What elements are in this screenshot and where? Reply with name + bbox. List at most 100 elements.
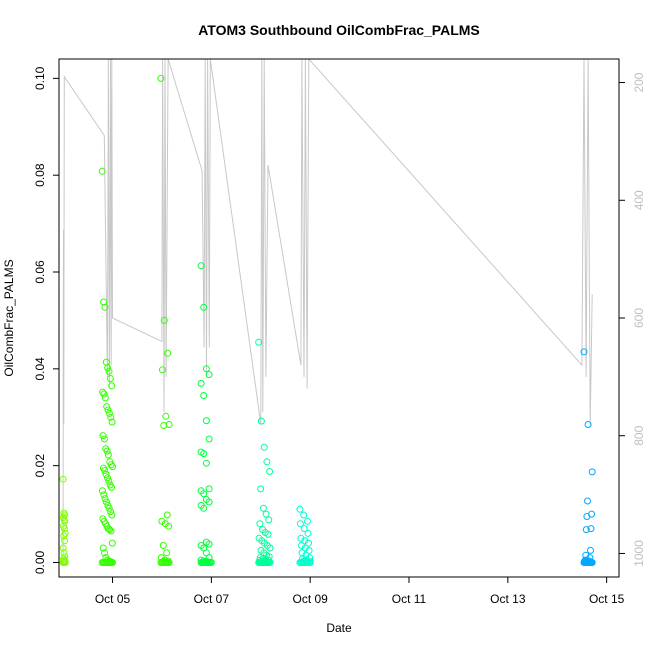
data-point <box>107 527 115 535</box>
data-point <box>61 517 69 525</box>
chart-title: ATOM3 Southbound OilCombFrac_PALMS <box>198 22 480 38</box>
data-point <box>205 498 213 506</box>
data-point <box>100 390 108 398</box>
data-point <box>163 549 171 557</box>
data-point <box>587 546 594 554</box>
data-point <box>200 450 208 458</box>
data-point <box>265 516 273 524</box>
data-point <box>304 517 311 525</box>
data-point <box>300 511 308 519</box>
data-point <box>104 451 112 459</box>
data-point <box>266 468 274 475</box>
data-point <box>262 510 270 518</box>
pressure-line <box>62 57 593 554</box>
data-point <box>202 459 210 467</box>
data-point <box>159 542 167 549</box>
y-tick-label: 0.04 <box>33 357 47 381</box>
data-point <box>61 559 69 566</box>
data-point <box>100 491 108 499</box>
data-point <box>205 435 213 443</box>
data-point <box>205 540 213 548</box>
data-point <box>583 513 591 520</box>
data-point <box>109 559 116 566</box>
scatter-points-layer <box>59 74 596 566</box>
data-point <box>257 417 265 425</box>
pressure-line-layer <box>62 57 593 554</box>
data-point <box>108 511 116 519</box>
data-point <box>101 495 109 503</box>
data-point <box>257 485 265 493</box>
data-point <box>98 167 106 175</box>
data-point <box>104 474 111 482</box>
data-point <box>197 379 205 387</box>
x-axis-label: Date <box>326 621 352 635</box>
data-point <box>165 522 173 530</box>
data-point <box>300 525 308 533</box>
data-point <box>107 461 115 469</box>
data-point <box>103 498 110 506</box>
data-point <box>582 526 590 534</box>
y-tick-label: 0.08 <box>33 163 47 187</box>
data-point <box>207 559 215 566</box>
data-point <box>103 403 111 411</box>
y2-tick-label: 800 <box>632 425 646 445</box>
data-point <box>202 417 210 425</box>
data-point <box>304 529 312 537</box>
data-point <box>104 406 112 414</box>
data-point <box>99 388 107 396</box>
data-point <box>200 392 208 399</box>
data-point <box>205 371 213 379</box>
data-point <box>165 559 173 566</box>
data-point <box>108 483 115 491</box>
data-point <box>584 497 591 505</box>
data-point <box>580 348 588 356</box>
x-tick-label: Oct 11 <box>392 592 427 606</box>
data-point <box>157 74 165 82</box>
data-point <box>165 421 173 428</box>
y-axis: 0.00 0.02 0.04 0.06 0.08 0.10 <box>33 66 59 574</box>
y-tick-label: 0.10 <box>33 66 47 90</box>
data-point <box>103 447 111 455</box>
y2-tick-label: 200 <box>632 72 646 92</box>
data-point <box>200 303 208 311</box>
data-point <box>306 559 314 566</box>
data-point <box>202 365 210 373</box>
data-point <box>101 467 109 474</box>
data-point <box>259 504 267 512</box>
y2-tick-label: 1000 <box>632 540 646 567</box>
x-tick-label: Oct 05 <box>95 592 131 606</box>
data-point <box>264 530 272 538</box>
data-point <box>162 412 170 420</box>
data-point <box>101 303 109 311</box>
data-point <box>100 435 108 443</box>
data-point <box>104 364 112 372</box>
data-point <box>296 520 304 528</box>
data-point <box>197 262 205 270</box>
data-point <box>107 508 115 516</box>
x-tick-label: Oct 09 <box>292 592 328 606</box>
data-point <box>588 559 596 566</box>
data-point <box>105 409 113 417</box>
data-point <box>260 443 268 451</box>
data-point <box>99 432 107 440</box>
data-point <box>305 539 312 547</box>
data-point <box>107 413 115 421</box>
data-point <box>266 559 274 566</box>
data-point <box>109 463 116 471</box>
data-point <box>200 490 208 498</box>
plot-frame <box>58 58 620 578</box>
data-point <box>105 367 113 375</box>
data-point <box>102 358 110 366</box>
data-point <box>301 544 309 552</box>
x-axis: Oct 05 Oct 07 Oct 09 Oct 11 Oct 13 Oct 15 <box>95 577 625 606</box>
data-point <box>108 382 116 390</box>
data-point <box>60 525 68 533</box>
data-point <box>158 366 166 374</box>
data-point <box>163 511 171 519</box>
data-point <box>108 418 116 426</box>
data-point <box>59 544 67 552</box>
data-point <box>105 477 113 485</box>
data-point <box>256 520 264 528</box>
data-point <box>305 546 313 554</box>
